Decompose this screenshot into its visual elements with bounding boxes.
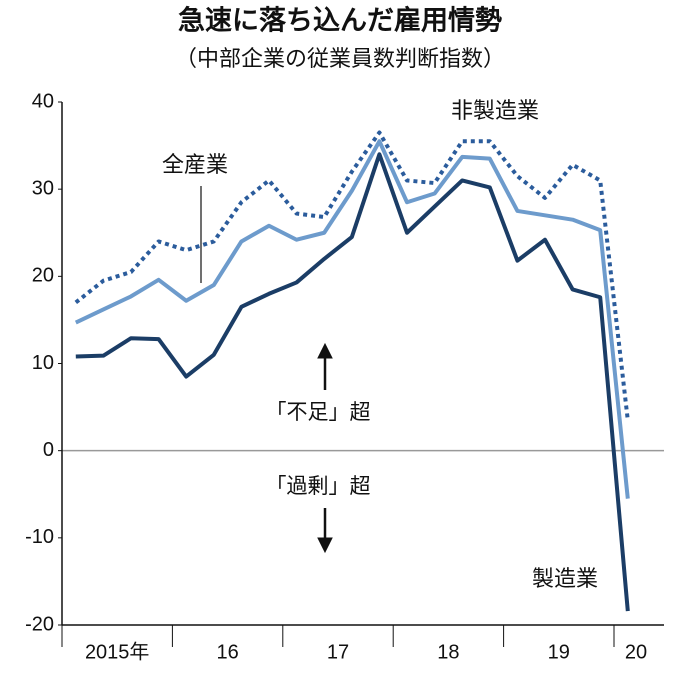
x-tick-label: 2015年 — [85, 640, 150, 663]
y-tick-label: 0 — [43, 439, 54, 461]
series-label: 非製造業 — [451, 99, 539, 124]
y-tick-label: 30 — [32, 177, 54, 199]
x-tick-label: 19 — [548, 641, 570, 663]
x-tick-label: 20 — [625, 641, 647, 663]
y-tick-label: -20 — [25, 613, 54, 635]
series-label: 全産業 — [162, 153, 228, 178]
y-tick-label: -10 — [25, 526, 54, 548]
x-tick-label: 17 — [327, 641, 349, 663]
x-tick-label: 16 — [216, 641, 238, 663]
series-line — [75, 152, 630, 612]
down-arrow — [317, 508, 333, 554]
chart-title: 急速に落ち込んだ雇用情勢 — [178, 5, 502, 37]
x-tick-label: 18 — [437, 641, 459, 663]
up-arrow — [317, 342, 333, 390]
annotation: 「不足」超 — [266, 400, 371, 424]
y-tick-label: 10 — [32, 352, 54, 374]
y-tick-label: 20 — [32, 265, 54, 287]
series-label: 製造業 — [532, 567, 598, 592]
y-tick-label: 40 — [32, 90, 54, 112]
chart-subtitle: （中部企業の従業員数判断指数） — [175, 47, 505, 72]
series-line — [74, 139, 630, 499]
annotation: 「過剰」超 — [266, 474, 371, 498]
series-line — [74, 130, 630, 421]
